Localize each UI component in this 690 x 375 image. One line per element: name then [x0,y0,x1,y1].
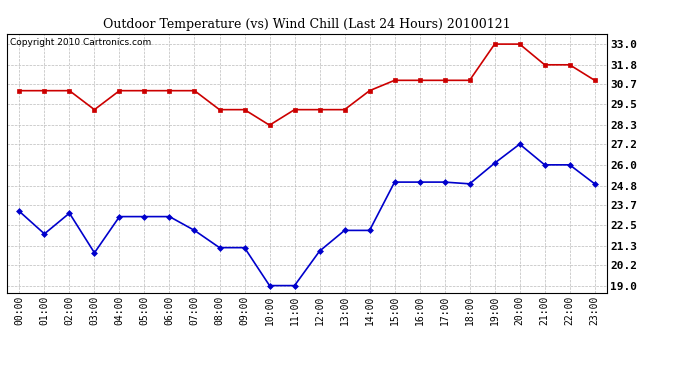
Title: Outdoor Temperature (vs) Wind Chill (Last 24 Hours) 20100121: Outdoor Temperature (vs) Wind Chill (Las… [104,18,511,31]
Text: Copyright 2010 Cartronics.com: Copyright 2010 Cartronics.com [10,38,151,46]
